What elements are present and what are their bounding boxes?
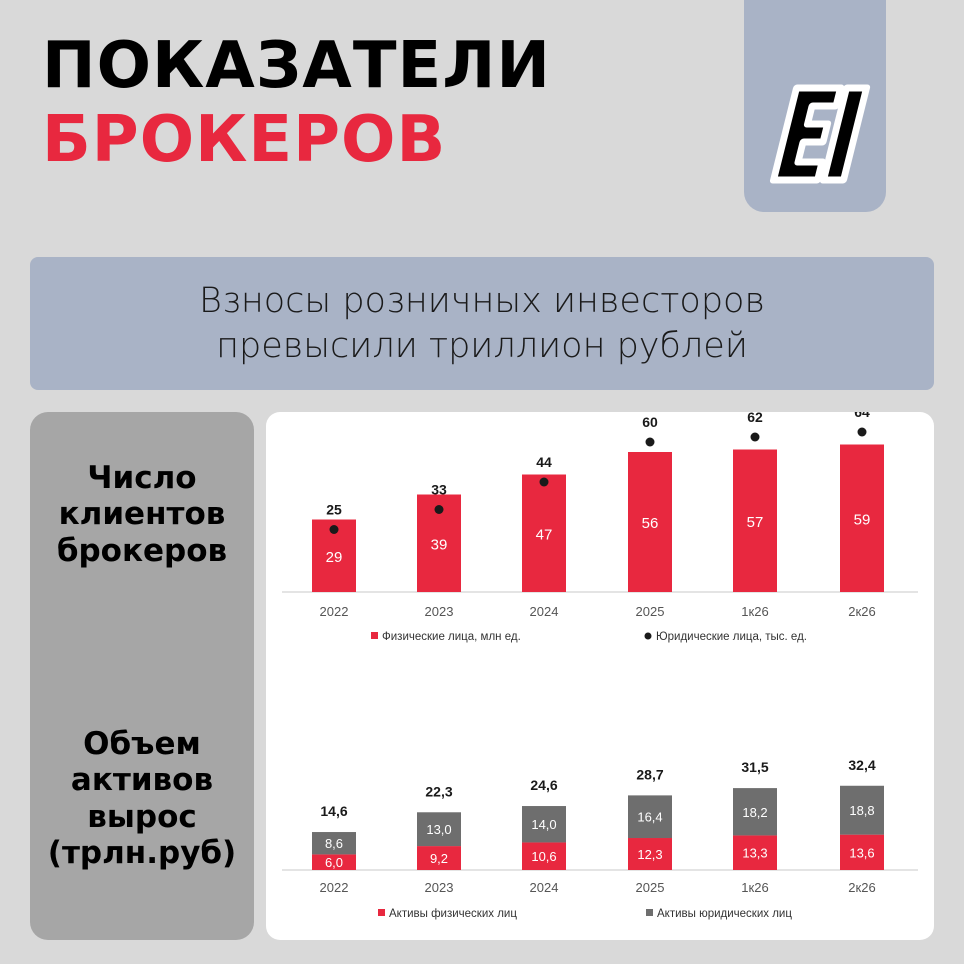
dot-value-label: 44 (536, 454, 552, 470)
bar-assets-physical (628, 838, 672, 870)
total-value-label: 31,5 (741, 759, 768, 775)
dot-legal (539, 477, 549, 487)
bar-value-label: 16,4 (637, 810, 662, 825)
legend-swatch-legal (644, 632, 652, 640)
bar-value-label: 59 (854, 511, 871, 528)
assets-label-line: Объем (83, 726, 201, 762)
dot-value-label: 25 (326, 502, 342, 518)
bar-physical (840, 444, 884, 592)
bar-assets-legal (628, 795, 672, 839)
bar-physical (522, 474, 566, 592)
dot-legal (329, 525, 339, 534)
ei-logo (769, 84, 871, 184)
chart-panel: 29 25 2022 39 33 2023 47 44 2024 56 60 2025 57 62 1к26… (266, 412, 934, 940)
bar-value-label: 13,6 (849, 845, 874, 860)
legend-label-assets-legal: Активы юридических лиц (657, 908, 792, 920)
x-tick-label: 1к26 (741, 604, 768, 619)
bar-assets-physical (312, 854, 356, 870)
total-value-label: 14,6 (320, 803, 347, 819)
side-panel: Число клиентов брокеров Объем активов вы… (30, 412, 254, 940)
bar-assets-physical (840, 834, 884, 870)
total-value-label: 24,6 (530, 777, 557, 793)
dot-legal (645, 437, 655, 447)
dot-legal (857, 427, 867, 437)
bar-value-label: 57 (747, 514, 764, 531)
dot-legal (750, 432, 760, 442)
dot-value-label: 62 (747, 412, 763, 425)
page-title-line2: БРОКЕРОВ (42, 103, 447, 177)
bar-value-label: 10,6 (531, 849, 556, 864)
page-title-line1: ПОКАЗАТЕЛИ (42, 29, 551, 103)
headline-banner: Взносы розничных инвесторов превысили тр… (30, 257, 934, 390)
legend-swatch-physical (371, 632, 378, 639)
bar-value-label: 12,3 (637, 847, 662, 862)
x-tick-label: 2023 (425, 880, 454, 895)
legend-label-assets-physical: Активы физических лиц (389, 908, 517, 920)
clients-chart-label: Число клиентов брокеров (30, 460, 254, 569)
x-tick-label: 2024 (530, 604, 559, 619)
bar-value-label: 56 (642, 515, 659, 532)
bar-assets-physical (522, 842, 566, 870)
headline-line1: Взносы розничных инвесторов (199, 281, 765, 322)
bar-value-label: 8,6 (325, 836, 343, 851)
bar-assets-legal (840, 785, 884, 835)
x-tick-label: 1к26 (741, 880, 768, 895)
dot-legal (434, 505, 444, 514)
bar-assets-physical (733, 835, 777, 870)
clients-label-line: клиентов (58, 496, 226, 533)
legend-label-physical: Физические лица, млн ед. (382, 631, 521, 643)
assets-label-line: вырос (87, 798, 197, 835)
bar-physical (733, 449, 777, 592)
total-value-label: 28,7 (636, 766, 663, 782)
headline-line2: превысили триллион рублей (216, 325, 748, 366)
bar-assets-physical (417, 846, 461, 870)
x-tick-label: 2025 (636, 604, 665, 619)
bar-assets-legal (733, 788, 777, 836)
bar-value-label: 13,0 (426, 822, 451, 837)
x-tick-label: 2023 (425, 604, 454, 619)
bar-assets-legal (522, 806, 566, 843)
dot-value-label: 60 (642, 414, 658, 430)
total-value-label: 22,3 (425, 783, 452, 799)
bar-assets-legal (312, 832, 356, 855)
bar-value-label: 39 (431, 536, 448, 553)
x-tick-label: 2022 (320, 880, 349, 895)
legend-label-legal: Юридические лица, тыс. ед. (656, 631, 807, 643)
legend-swatch-assets-legal (646, 909, 653, 916)
assets-label-line: (трлн.руб) (47, 834, 237, 871)
assets-label-line: активов (70, 762, 214, 799)
assets-chart-label: Объем активов вырос (трлн.руб) (30, 726, 254, 871)
bar-value-label: 14,0 (531, 817, 556, 832)
x-tick-label: 2к26 (848, 880, 875, 895)
dot-value-label: 33 (431, 482, 447, 498)
bar-assets-legal (417, 812, 461, 847)
bar-value-label: 13,3 (742, 846, 767, 861)
dot-value-label: 64 (854, 412, 870, 420)
bar-value-label: 9,2 (430, 851, 448, 866)
x-tick-label: 2к26 (848, 604, 875, 619)
total-value-label: 32,4 (848, 757, 875, 773)
bar-value-label: 18,2 (742, 805, 767, 820)
x-tick-label: 2024 (530, 880, 559, 895)
bar-physical (628, 452, 672, 592)
bar-value-label: 47 (536, 526, 553, 543)
clients-label-line: брокеров (56, 532, 228, 569)
bar-value-label: 6,0 (325, 855, 343, 870)
clients-label-line: Число (87, 460, 197, 496)
x-tick-label: 2022 (320, 604, 349, 619)
x-tick-label: 2025 (636, 880, 665, 895)
bar-value-label: 18,8 (849, 803, 874, 818)
legend-swatch-assets-physical (378, 909, 385, 916)
bar-value-label: 29 (326, 549, 343, 566)
charts-svg: 29 25 2022 39 33 2023 47 44 2024 56 60 2025 57 62 1к26… (282, 412, 918, 920)
